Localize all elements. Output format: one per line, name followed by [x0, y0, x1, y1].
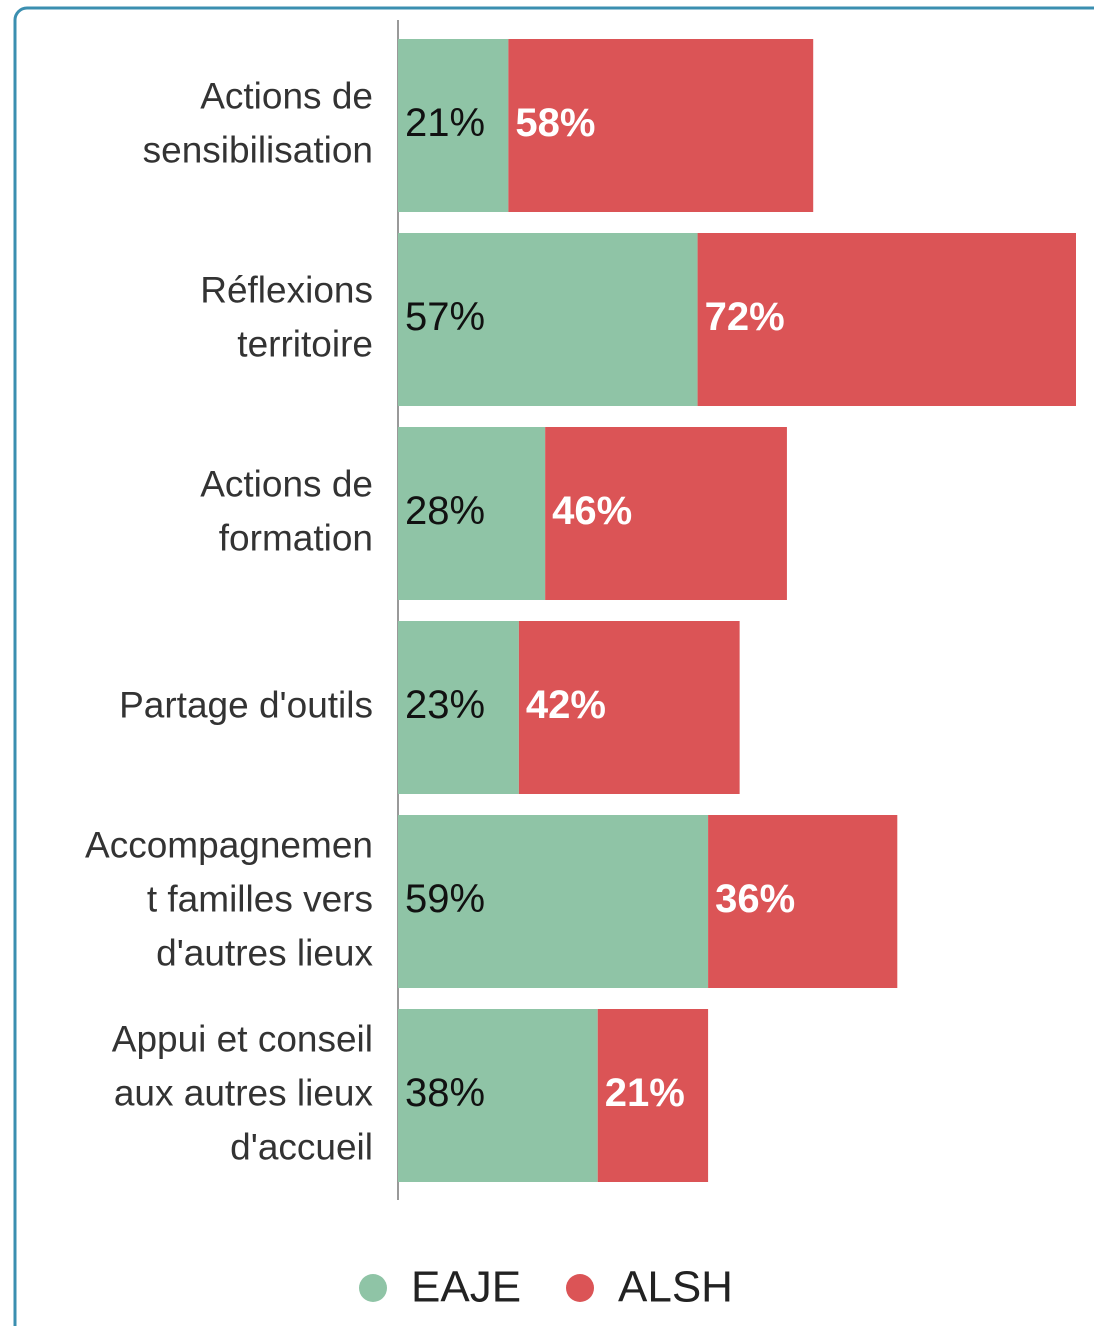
legend-label: ALSH	[618, 1263, 733, 1312]
legend-marker	[359, 1274, 387, 1302]
bar-segment	[398, 427, 546, 600]
data-label: 23%	[405, 683, 485, 727]
data-label: 28%	[405, 489, 485, 533]
category-label: Accompagnemen	[85, 824, 373, 865]
category-label: Réflexions	[200, 269, 373, 310]
bar-segment	[597, 1009, 709, 1182]
data-label: 59%	[405, 877, 485, 921]
category-label: d'accueil	[230, 1126, 373, 1167]
category-label: sensibilisation	[143, 129, 373, 170]
bar-segment	[518, 621, 740, 794]
category-label: Partage d'outils	[119, 684, 373, 725]
category-label: formation	[219, 517, 373, 558]
data-label: 42%	[526, 683, 606, 727]
data-label: 57%	[405, 295, 485, 339]
data-label: 72%	[705, 295, 785, 339]
legend-label: EAJE	[411, 1263, 521, 1312]
bar-segment	[708, 815, 898, 988]
bar-segment	[697, 233, 1076, 406]
bar-segment	[398, 39, 509, 212]
bar-segment	[545, 427, 787, 600]
bar-segment	[398, 815, 709, 988]
category-label: t familles vers	[147, 878, 373, 919]
category-label: d'autres lieux	[156, 932, 373, 973]
category-label: Actions de	[200, 75, 373, 116]
category-label: territoire	[237, 323, 373, 364]
category-label: Actions de	[200, 463, 373, 504]
data-label: 21%	[605, 1071, 685, 1115]
data-label: 46%	[552, 489, 632, 533]
data-label: 21%	[405, 101, 485, 145]
bar-segment	[508, 39, 814, 212]
category-label: aux autres lieux	[114, 1072, 374, 1113]
data-label: 38%	[405, 1071, 485, 1115]
legend-marker	[566, 1274, 594, 1302]
bar-segment	[398, 621, 519, 794]
category-label: Appui et conseil	[112, 1018, 373, 1059]
data-label: 58%	[515, 101, 595, 145]
card	[13, 6, 1094, 1331]
data-label: 36%	[715, 877, 795, 921]
bar-segment	[398, 1009, 598, 1182]
bar-segment	[398, 233, 698, 406]
